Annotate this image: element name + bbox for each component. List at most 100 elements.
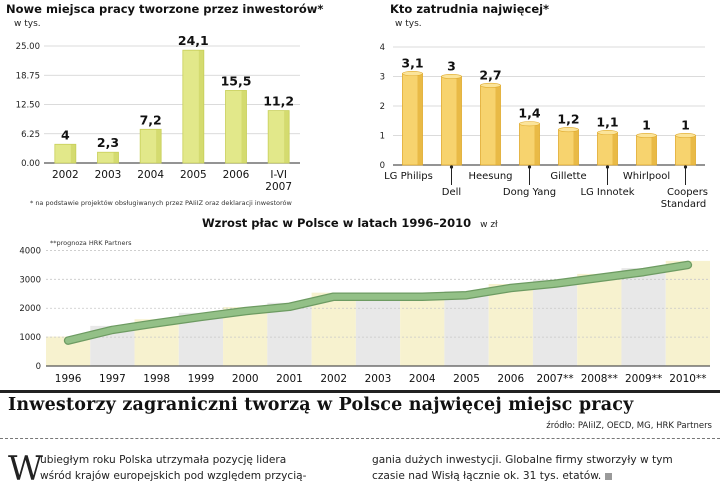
chart2-value-label: 2,7 [479, 67, 501, 82]
new-jobs-bar-chart: Nowe miejsca pracy tworzone przez inwest… [6, 2, 323, 207]
chart3-x-tick-label: 2006 [497, 373, 524, 385]
wage-growth-line-chart: Wzrost płac w Polsce w latach 1996–2010 … [19, 216, 710, 385]
chart1-x-tick-label: 2002 [52, 169, 79, 181]
article-column-1: ubiegłym roku Polska utrzymała pozycję l… [40, 452, 340, 484]
chart3-band [577, 273, 622, 366]
chart1-bar-shade [284, 110, 290, 163]
article-text-span: czasie nad Wisłą łącznie ok. 31 tys. eta… [372, 470, 602, 482]
chart2-unit: w tys. [395, 19, 422, 29]
chart2-x-tick-label: Dell [442, 187, 461, 198]
chart1-y-tick-label: 18.75 [16, 71, 40, 81]
chart1-bar-shade [70, 144, 76, 163]
chart3-series-line [63, 260, 693, 345]
chart2-bar-shade [651, 135, 657, 165]
chart2-x-tick-label: Gillette [550, 171, 586, 182]
chart2-x-tick-label: Standard [661, 199, 707, 210]
chart3-line [65, 261, 691, 344]
chart3-x-tick-label: 1998 [143, 373, 170, 385]
chart3-x-tick-label: 2002 [320, 373, 347, 385]
chart3-y-tick-label: 4000 [19, 246, 41, 256]
article-text-line: wśród krajów europejskich pod względem p… [40, 470, 307, 482]
chart1-x-tick-label: 2007 [265, 181, 292, 193]
chart3-y-tick-label: 0 [36, 362, 41, 372]
chart2-bar-cap [558, 127, 579, 133]
chart1-y-tick-label: 25.00 [16, 42, 40, 52]
chart2-y-tick-label: 3 [380, 73, 385, 83]
chart1-bar-shade [156, 129, 162, 163]
chart3-band [665, 260, 710, 366]
chart1-value-label: 7,2 [140, 112, 162, 127]
chart2-bar-shade [417, 73, 423, 165]
chart1-x-tick-label: I-VI [270, 169, 287, 181]
chart3-note: **prognoza HRK Partners [50, 239, 132, 247]
chart2-bar-cap [597, 130, 618, 136]
chart1-bars [54, 49, 290, 164]
chart2-x-tick-label: Dong Yang [503, 187, 556, 198]
chart3-y-tick-label: 1000 [19, 333, 41, 343]
chart3-x-tick-label: 2008** [581, 373, 618, 385]
chart2-leader-dot [605, 165, 610, 169]
end-mark-icon [605, 472, 613, 480]
chart2-title: Kto zatrudnia najwięcej* [390, 2, 549, 16]
source-credit: źródło: PAIiIZ, OECD, MG, HRK Partners [546, 421, 712, 431]
chart2-bar-shade [456, 76, 462, 165]
chart1-x-tick-label: 2006 [223, 169, 250, 181]
chart2-leader-dot [527, 165, 532, 169]
chart2-value-label: 1 [642, 118, 651, 133]
chart2-value-label: 1,4 [518, 106, 540, 121]
article-column-2: gania dużych inwestycji. Globalne firmy … [372, 452, 702, 484]
chart3-x-tick-label: 1996 [55, 373, 82, 385]
chart3-x-axis: 1996 1997 1998 1999 2000 2001 2002 2003 2004 2005… [55, 373, 707, 385]
chart2-bar-cap [519, 121, 540, 127]
chart2-bars [402, 71, 696, 166]
chart1-gridlines [44, 45, 300, 164]
chart3-x-tick-label: 1997 [99, 373, 126, 385]
chart1-value-label: 11,2 [263, 94, 294, 109]
chart2-y-axis: 0 1 2 3 4 [380, 43, 385, 171]
chart1-bar-shade [241, 90, 247, 163]
chart1-y-axis: 0.00 6.25 12.50 18.75 25.00 [16, 42, 40, 169]
chart2-bar-shade [534, 123, 540, 165]
chart3-y-tick-label: 2000 [19, 304, 41, 314]
chart3-x-tick-label: 2003 [365, 373, 392, 385]
chart2-value-label: 1,2 [557, 112, 579, 127]
chart2-bar-cap [480, 82, 501, 88]
chart3-x-tick-label: 2010** [669, 373, 706, 385]
chart2-x-axis: LG Philips Dell Heesung Dong Yang Gillette LG… [384, 165, 708, 210]
chart2-x-tick-label: Coopers [667, 187, 708, 198]
chart2-value-labels: 3,1 3 2,7 1,4 1,2 1,1 1 1 [401, 56, 689, 133]
chart2-bar-shade [690, 135, 696, 165]
article-text-line: gania dużych inwestycji. Globalne firmy … [372, 454, 673, 466]
chart1-x-tick-label: 2003 [95, 169, 122, 181]
chart3-band [400, 292, 445, 366]
chart3-y-axis: 0 1000 2000 3000 4000 [19, 246, 41, 372]
chart1-value-label: 24,1 [178, 33, 209, 48]
chart1-unit: w tys. [14, 19, 41, 29]
chart3-band [267, 302, 312, 366]
chart1-x-tick-label: 2005 [180, 169, 207, 181]
chart3-band [311, 292, 356, 366]
chart2-y-tick-label: 4 [380, 43, 385, 53]
chart3-x-tick-label: 2005 [453, 373, 480, 385]
chart3-band [444, 291, 489, 366]
chart1-y-tick-label: 6.25 [21, 130, 40, 140]
chart3-x-tick-label: 1999 [188, 373, 215, 385]
chart2-x-tick-label: LG Philips [384, 171, 433, 182]
chart2-bar-cap [675, 133, 696, 139]
chart1-y-tick-label: 0.00 [21, 159, 40, 169]
chart2-value-label: 1,1 [596, 115, 618, 130]
chart2-value-label: 3 [447, 59, 456, 74]
chart1-value-labels: 4 2,3 7,2 24,1 15,5 11,2 [61, 33, 294, 150]
chart2-gridlines [393, 46, 705, 166]
chart1-value-label: 15,5 [221, 73, 252, 88]
chart1-value-label: 2,3 [97, 135, 119, 150]
chart2-x-tick-label: LG Innotek [580, 187, 634, 198]
chart1-bar-shade [198, 50, 204, 163]
chart2-y-tick-label: 0 [380, 161, 385, 171]
chart2-value-label: 1 [681, 118, 690, 133]
chart2-bar-cap [636, 133, 657, 139]
chart3-x-tick-label: 2004 [409, 373, 436, 385]
chart3-band [532, 279, 578, 366]
dashed-divider [0, 438, 720, 439]
